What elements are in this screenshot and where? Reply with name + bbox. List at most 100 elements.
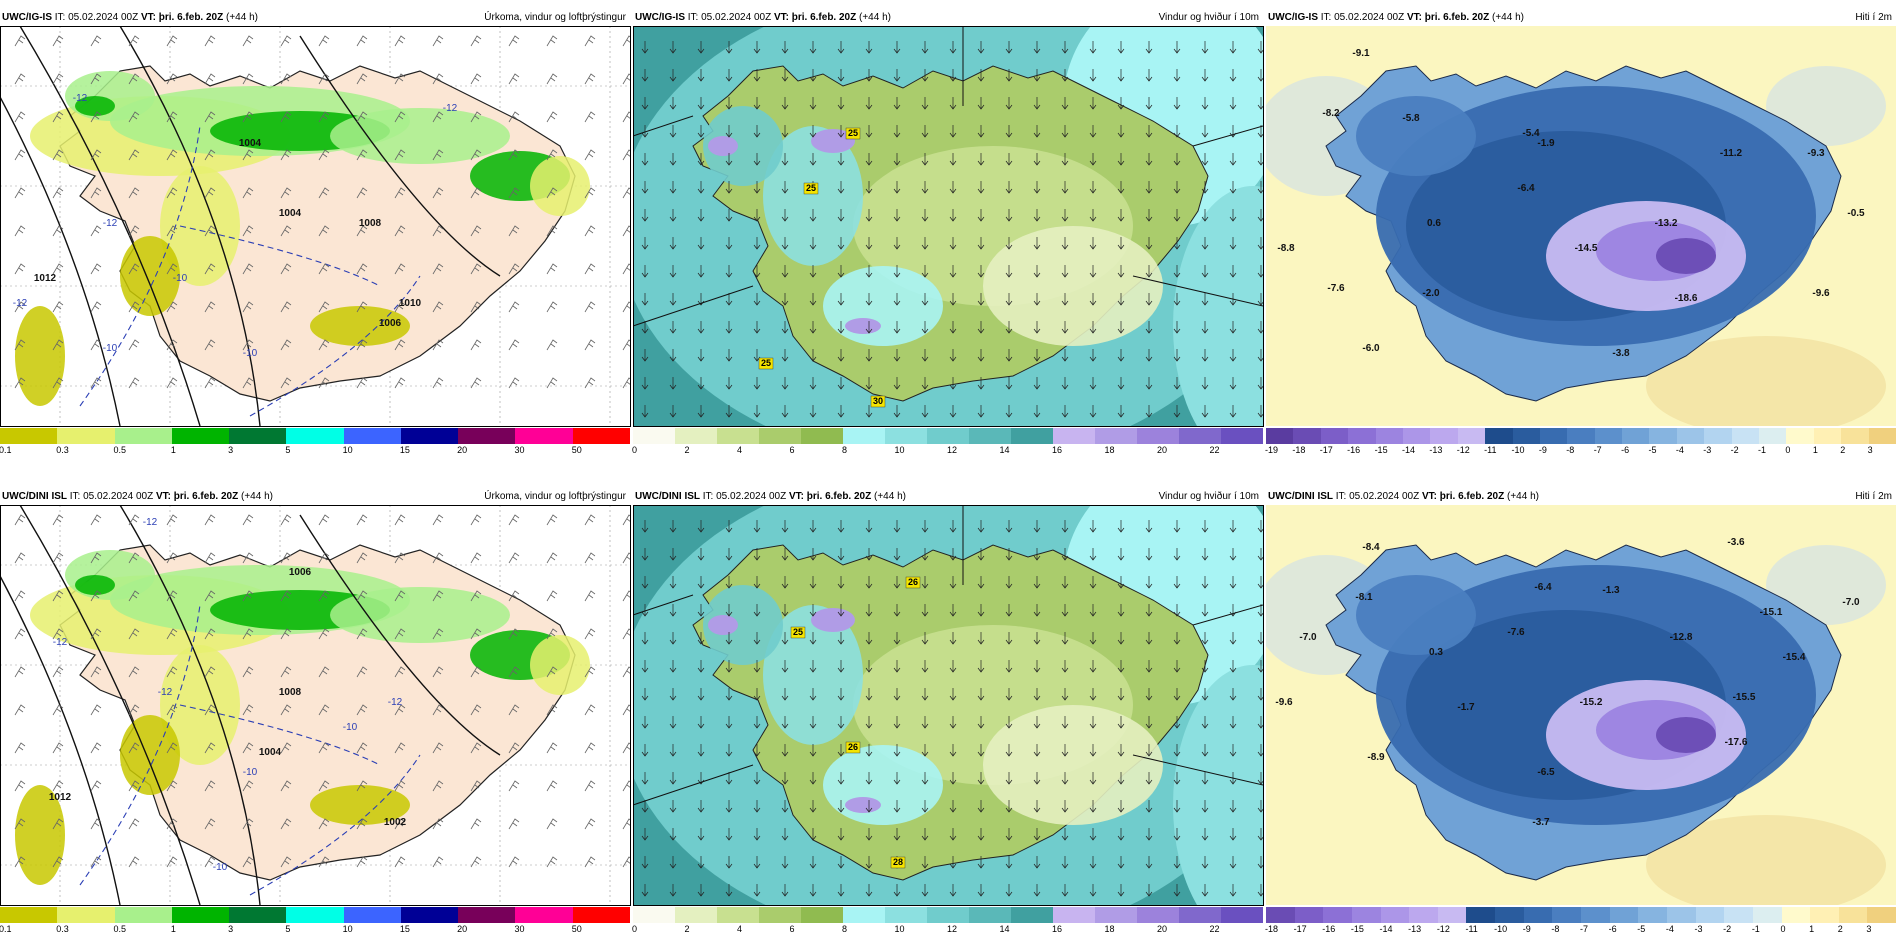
wind-arrow <box>1005 209 1013 222</box>
colorbar-swatch <box>1838 907 1868 923</box>
wind-barb <box>584 35 596 47</box>
wind-arrow <box>1089 181 1097 194</box>
colorbar-swatch <box>229 428 287 444</box>
temperature-value-label: -11.2 <box>1720 148 1743 159</box>
wind-barb <box>356 301 368 313</box>
panel-title: Úrkoma, vindur og loftþrýstingur <box>484 491 626 502</box>
wind-barb <box>584 666 596 678</box>
wind-arrow <box>1229 660 1237 673</box>
wind-arrow <box>809 125 817 138</box>
wind-arrow <box>949 632 957 645</box>
wind-barb <box>128 552 140 564</box>
colorbar-tick-label: -14 <box>1401 445 1415 455</box>
colorbar-swatch <box>572 428 630 444</box>
colorbar-tick-label: 10 <box>342 924 353 934</box>
wind-barb <box>318 187 330 199</box>
wind-arrow <box>837 520 845 533</box>
wind-arrow <box>1201 181 1209 194</box>
wind-arrow <box>1229 744 1237 757</box>
wind-arrow <box>921 237 929 250</box>
wind-barb <box>356 552 368 564</box>
wind-arrow <box>1033 153 1041 166</box>
wind-arrow <box>1145 69 1153 82</box>
wind-arrow <box>781 181 789 194</box>
wind-arrow <box>1061 688 1069 701</box>
wind-arrow <box>753 632 761 645</box>
wind-speed-area <box>823 745 943 825</box>
wind-arrow <box>641 828 649 841</box>
wind-barb <box>90 149 102 161</box>
wind-arrow <box>893 41 901 54</box>
wind-barb <box>318 35 330 47</box>
colorbar-swatch <box>1409 907 1438 923</box>
wind-arrow <box>893 744 901 757</box>
wind-barb <box>166 628 178 640</box>
colorbar-tick-label: 20 <box>457 924 468 934</box>
wind-barb <box>90 301 102 313</box>
wind-arrow <box>1089 716 1097 729</box>
colorbar-tick-label: -3 <box>1694 924 1703 934</box>
wind-barb <box>356 704 368 716</box>
wind-barb <box>470 263 482 275</box>
isobar-line <box>119 26 261 426</box>
wind-speed-area <box>823 266 943 346</box>
wind-barb <box>584 149 596 161</box>
wind-arrow <box>725 69 733 82</box>
gust-area <box>708 136 738 156</box>
wind-barb <box>622 301 630 313</box>
wind-barb <box>242 742 254 754</box>
region-boundary <box>1192 604 1263 626</box>
wind-barb <box>128 818 140 830</box>
temperature-value-label: -6.5 <box>1537 767 1555 778</box>
wind-barb <box>166 590 178 602</box>
colorbar-tick-label: 20 <box>457 445 468 455</box>
wind-arrow <box>781 97 789 110</box>
wind-arrow <box>1033 716 1041 729</box>
wind-arrow <box>697 660 705 673</box>
wind-arrow <box>641 548 649 561</box>
wind-arrow <box>641 41 649 54</box>
vt-value: þri. 6.feb. 20Z <box>173 491 239 502</box>
colorbar-swatch <box>1781 907 1811 923</box>
wind-arrow <box>669 632 677 645</box>
wind-arrow <box>865 153 873 166</box>
wind-arrow <box>1117 520 1125 533</box>
colorbar-tick-label: -18 <box>1265 924 1279 934</box>
wind-barb <box>432 149 444 161</box>
wind-arrow <box>697 688 705 701</box>
wind-barb <box>14 187 26 199</box>
wind-arrow <box>977 41 985 54</box>
wind-arrow <box>1005 772 1013 785</box>
wind-arrow <box>809 265 817 278</box>
wind-barb <box>508 149 520 161</box>
wind-arrow <box>1005 41 1013 54</box>
it-value: 05.02.2024 00Z <box>68 12 139 23</box>
wind-arrow <box>1061 576 1069 589</box>
wind-arrow <box>1229 97 1237 110</box>
wind-arrow <box>1201 153 1209 166</box>
wind-barb <box>14 514 26 526</box>
wind-arrow <box>977 884 985 897</box>
wind-barb <box>622 35 630 47</box>
wind-barb <box>546 628 558 640</box>
wind-arrow <box>1201 69 1209 82</box>
wind-arrow <box>1145 800 1153 813</box>
colorbar-tick-label: -13 <box>1429 445 1443 455</box>
wind-arrow <box>837 856 845 869</box>
wind-barb <box>204 301 216 313</box>
wind-arrow <box>1089 772 1097 785</box>
wind-barb <box>622 149 630 161</box>
colorbar-tick-label: 22 <box>1209 924 1220 934</box>
wind-arrow <box>781 405 789 418</box>
wind-arrow <box>641 321 649 334</box>
wind-arrow <box>1117 125 1125 138</box>
pressure-label: 1008 <box>279 687 302 698</box>
wind-arrow <box>865 209 873 222</box>
wind-arrow <box>753 660 761 673</box>
temperature-value-label: -15.5 <box>1733 692 1756 703</box>
wind-barb <box>394 552 406 564</box>
isotherm-line <box>79 125 201 407</box>
wind-arrow <box>669 744 677 757</box>
wind-arrow <box>1257 632 1263 645</box>
wind-arrow <box>977 856 985 869</box>
